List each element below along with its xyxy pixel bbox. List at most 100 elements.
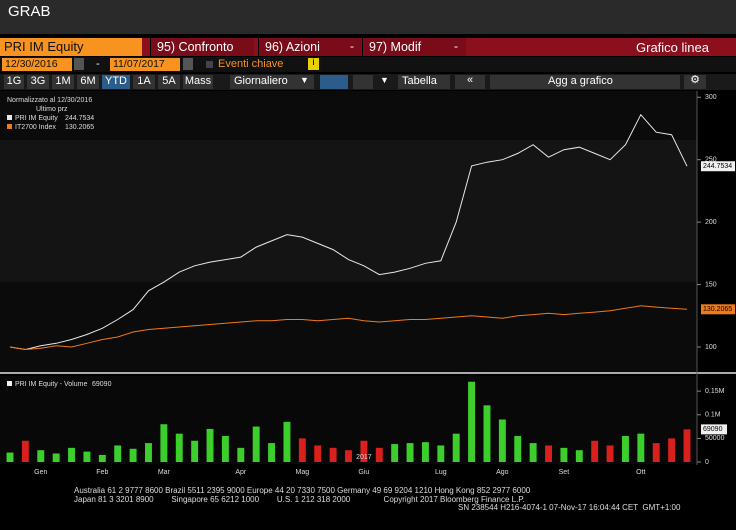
last-value-label: 69090 [703, 426, 723, 433]
dropdown-arrow[interactable]: - [454, 39, 458, 53]
x-tick-label: Gen [34, 469, 47, 476]
x-tick-label: Set [559, 469, 570, 476]
end-date[interactable]: 11/07/2017 [110, 58, 180, 71]
volume-bar [575, 450, 583, 462]
legend-swatch [7, 124, 12, 129]
period-button[interactable]: 5A [158, 75, 180, 89]
volume-bar [252, 426, 260, 462]
legend-subtitle: Normalizzato al 12/30/2016 [7, 97, 92, 104]
volume-bar [591, 440, 599, 462]
frequency-select[interactable]: Giornaliero [230, 75, 314, 89]
volume-bar [68, 447, 76, 462]
legend-swatch [7, 381, 12, 386]
volume-bar [391, 444, 399, 462]
volume-bar [298, 438, 306, 462]
security-field[interactable]: PRI IM Equity [0, 38, 142, 56]
calendar-icon[interactable] [74, 58, 84, 70]
period-button[interactable]: 1A [133, 75, 155, 89]
y-tick-label: 200 [705, 219, 717, 226]
settings-icon[interactable] [353, 75, 373, 89]
legend-name: PRI IM Equity - Volume [15, 381, 87, 388]
x-tick-label: Giu [358, 469, 369, 476]
volume-bar [114, 445, 122, 462]
period-button[interactable]: Mass [183, 75, 213, 89]
dropdown-arrow[interactable]: - [350, 39, 354, 53]
y-tick-label: 250 [705, 157, 717, 164]
volume-bar [98, 454, 106, 462]
gear-button[interactable]: ⚙ [684, 75, 706, 89]
period-button[interactable]: 6M [77, 75, 99, 89]
dropdown-arrow[interactable]: ▼ [380, 75, 389, 85]
legend-value: 130.2065 [65, 124, 94, 131]
checkbox[interactable] [206, 61, 213, 68]
period-button[interactable]: YTD [102, 75, 130, 89]
chart-icon[interactable] [320, 75, 348, 89]
events-label[interactable]: Eventi chiave [218, 58, 284, 70]
table-button[interactable]: Tabella [398, 75, 450, 89]
footer-line: Australia 61 2 9777 8600 Brazil 5511 239… [74, 486, 531, 495]
volume-bar [545, 445, 552, 462]
price-line [9, 305, 688, 351]
volume-bar [483, 405, 491, 462]
y-tick-label: 300 [705, 94, 717, 101]
back-button[interactable]: « [455, 75, 485, 89]
volume-bar [652, 443, 660, 462]
volume-bar [606, 445, 614, 462]
volume-bar [160, 424, 168, 462]
volume-bar [83, 451, 91, 462]
legend-value: 69090 [92, 381, 112, 388]
last-value-box [701, 424, 727, 435]
volume-bar [406, 443, 414, 462]
y-tick-label: 50000 [705, 435, 725, 442]
menu-item[interactable]: 96) Azioni [258, 38, 362, 56]
dropdown-arrow[interactable]: ▼ [300, 75, 309, 85]
info-icon[interactable]: i [308, 58, 319, 70]
chart-kind[interactable]: Grafico linea [636, 40, 709, 55]
period-button[interactable]: 1G [4, 75, 24, 89]
volume-bar [637, 433, 645, 462]
start-date[interactable]: 12/30/2016 [2, 58, 72, 71]
volume-bar [421, 442, 429, 462]
legend-value: 244.7534 [65, 115, 94, 122]
last-value-label: 244.7534 [703, 163, 732, 170]
x-tick-label: Mar [158, 469, 171, 476]
add-button[interactable]: Agg a grafico [490, 75, 680, 89]
volume-bar [21, 440, 29, 462]
volume-bar [268, 443, 276, 462]
volume-bar [329, 447, 337, 462]
volume-bar [668, 438, 676, 462]
volume-bar [683, 429, 691, 462]
volume-bar [529, 443, 537, 462]
period-button[interactable]: 3G [27, 75, 49, 89]
period-button[interactable]: 1M [52, 75, 74, 89]
volume-bar [560, 447, 568, 462]
menu-item[interactable]: 95) Confronto [150, 38, 254, 56]
y-tick-label: 0 [705, 459, 709, 466]
volume-bar [283, 421, 291, 462]
volume-bar [437, 445, 445, 462]
price-line [9, 113, 688, 351]
volume-bar [37, 450, 45, 462]
legend-name: PRI IM Equity [15, 115, 58, 122]
x-tick-label: Feb [96, 469, 108, 476]
last-value-box [701, 161, 735, 172]
title-bar [0, 0, 736, 34]
volume-bar [129, 448, 137, 462]
volume-bar [191, 440, 199, 462]
x-tick-label: Mag [296, 469, 310, 476]
volume-bar [314, 445, 322, 462]
legend-swatch [7, 115, 12, 120]
calendar-icon[interactable] [183, 58, 193, 70]
volume-bar [6, 452, 14, 462]
volume-bar [452, 433, 460, 462]
legend-name: IT2700 Index [15, 124, 56, 131]
volume-bar [375, 447, 383, 462]
x-tick-label: Ago [496, 469, 509, 476]
volume-bar [52, 453, 60, 462]
year-label: 2017 [356, 454, 372, 461]
volume-bar [221, 436, 229, 462]
menu-item[interactable]: 97) Modif [362, 38, 466, 56]
x-tick-label: Ott [636, 469, 645, 476]
y-tick-label: 0.15M [705, 388, 725, 395]
